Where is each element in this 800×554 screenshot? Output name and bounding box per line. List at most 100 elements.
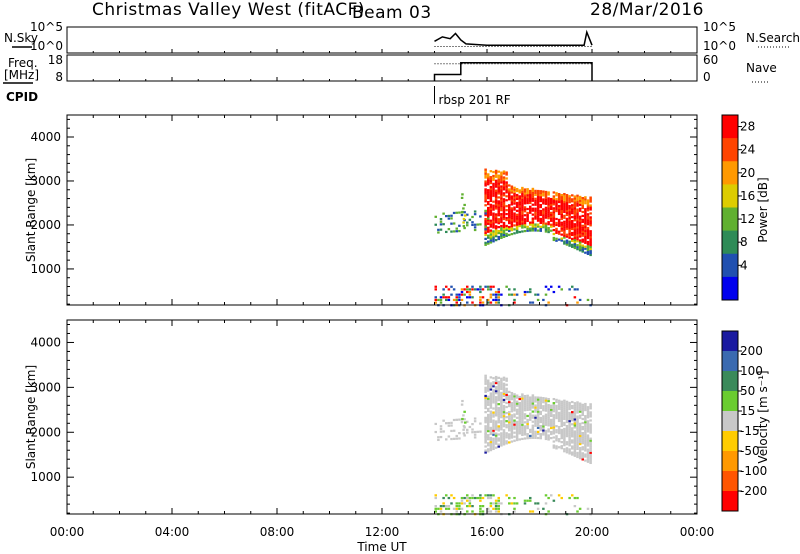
power-cell: [529, 209, 532, 212]
velocity-cell: [578, 442, 582, 446]
power-cell: [578, 227, 582, 230]
velocity-cell: [586, 456, 590, 459]
velocity-cell: [484, 374, 487, 377]
velocity-cell: [563, 403, 566, 406]
velocity-cell: [589, 403, 592, 406]
power-cell: [539, 194, 542, 197]
power-cell: [565, 239, 569, 242]
power-cell: [497, 202, 500, 205]
power-cell: [536, 209, 540, 212]
velocity-cell: [445, 438, 448, 441]
power-cell: [505, 173, 508, 176]
power-cell: [536, 193, 540, 197]
velocity-cell: [584, 406, 587, 410]
velocity-cell: [531, 428, 535, 431]
power-cell: [473, 228, 477, 232]
power-cell: [513, 186, 516, 189]
power-cell: [502, 188, 506, 191]
power-cell: [586, 252, 590, 255]
power-cell: [500, 220, 503, 224]
power-cell: [565, 201, 569, 205]
velocity-cell: [550, 437, 553, 440]
velocity-cell: [513, 427, 516, 430]
velocity-cell: [589, 449, 592, 452]
power-cell: [576, 234, 579, 237]
power-cell: [484, 228, 487, 231]
power-cell: [560, 223, 563, 226]
power-cell: [550, 211, 553, 214]
velocity-cell: [502, 382, 506, 385]
power-cell: [544, 208, 548, 211]
power-cell: [523, 210, 527, 213]
velocity-cell: [487, 442, 490, 445]
velocity-cell: [508, 427, 511, 430]
velocity-cell: [487, 379, 490, 382]
power-cell: [568, 197, 571, 200]
velocity-cell: [489, 394, 493, 397]
velocity-cell: [560, 434, 563, 438]
power-cell: [529, 290, 532, 294]
velocity-cell: [492, 397, 495, 400]
velocity-cell: [523, 394, 527, 398]
power-cell: [568, 226, 571, 229]
power-cell: [492, 220, 495, 223]
power-cell: [584, 235, 587, 238]
velocity-cell: [518, 432, 521, 435]
power-cell: [508, 192, 511, 195]
velocity-cell: [581, 442, 584, 445]
power-cell: [489, 288, 493, 291]
velocity-cell: [552, 499, 556, 502]
velocity-cell: [479, 494, 482, 497]
power-cell: [586, 221, 590, 224]
velocity-cell: [450, 421, 453, 424]
power-cell: [521, 198, 524, 201]
velocity-cell: [510, 410, 514, 413]
velocity-cell: [492, 437, 495, 440]
power-cell: [576, 238, 579, 241]
velocity-cell: [589, 459, 592, 462]
power-cell: [500, 203, 503, 206]
power-cell: [565, 207, 569, 211]
power-cell: [497, 235, 500, 239]
power-cell: [487, 285, 490, 288]
power-cell: [521, 188, 524, 192]
velocity-cell: [552, 432, 556, 435]
velocity-cell: [560, 414, 563, 417]
power-cell: [544, 228, 548, 231]
colorbar-segment: [722, 115, 738, 139]
power-cell: [550, 197, 553, 201]
velocity-cell: [568, 430, 571, 433]
power-cell: [487, 214, 490, 218]
velocity-cell: [492, 433, 495, 436]
power-cell: [484, 233, 487, 237]
power-cell: [557, 212, 561, 216]
power-cell: [531, 301, 535, 304]
power-cell: [489, 176, 493, 179]
power-cell: [539, 198, 542, 201]
power-cell: [497, 222, 500, 225]
velocity-cell: [589, 407, 592, 410]
power-cell: [573, 246, 577, 250]
power-cell: [502, 223, 506, 227]
velocity-cell: [578, 451, 582, 454]
velocity-cell: [568, 415, 571, 419]
power-cell: [510, 209, 514, 212]
power-cell: [494, 201, 498, 204]
power-cell: [584, 251, 587, 254]
velocity-cell: [544, 407, 548, 410]
power-cell: [531, 197, 535, 200]
power-cell: [536, 213, 540, 216]
velocity-cell: [510, 434, 514, 437]
power-cell: [494, 301, 498, 304]
power-cell: [552, 225, 556, 228]
power-cell: [523, 293, 527, 296]
power-cell: [497, 186, 500, 189]
power-cell: [536, 215, 540, 218]
power-cell: [563, 204, 566, 208]
velocity-cell: [544, 429, 548, 432]
velocity-cell: [573, 418, 577, 421]
velocity-cell: [534, 398, 537, 401]
velocity-cell: [455, 502, 458, 505]
velocity-cell: [484, 416, 487, 419]
velocity-cell: [508, 396, 511, 400]
